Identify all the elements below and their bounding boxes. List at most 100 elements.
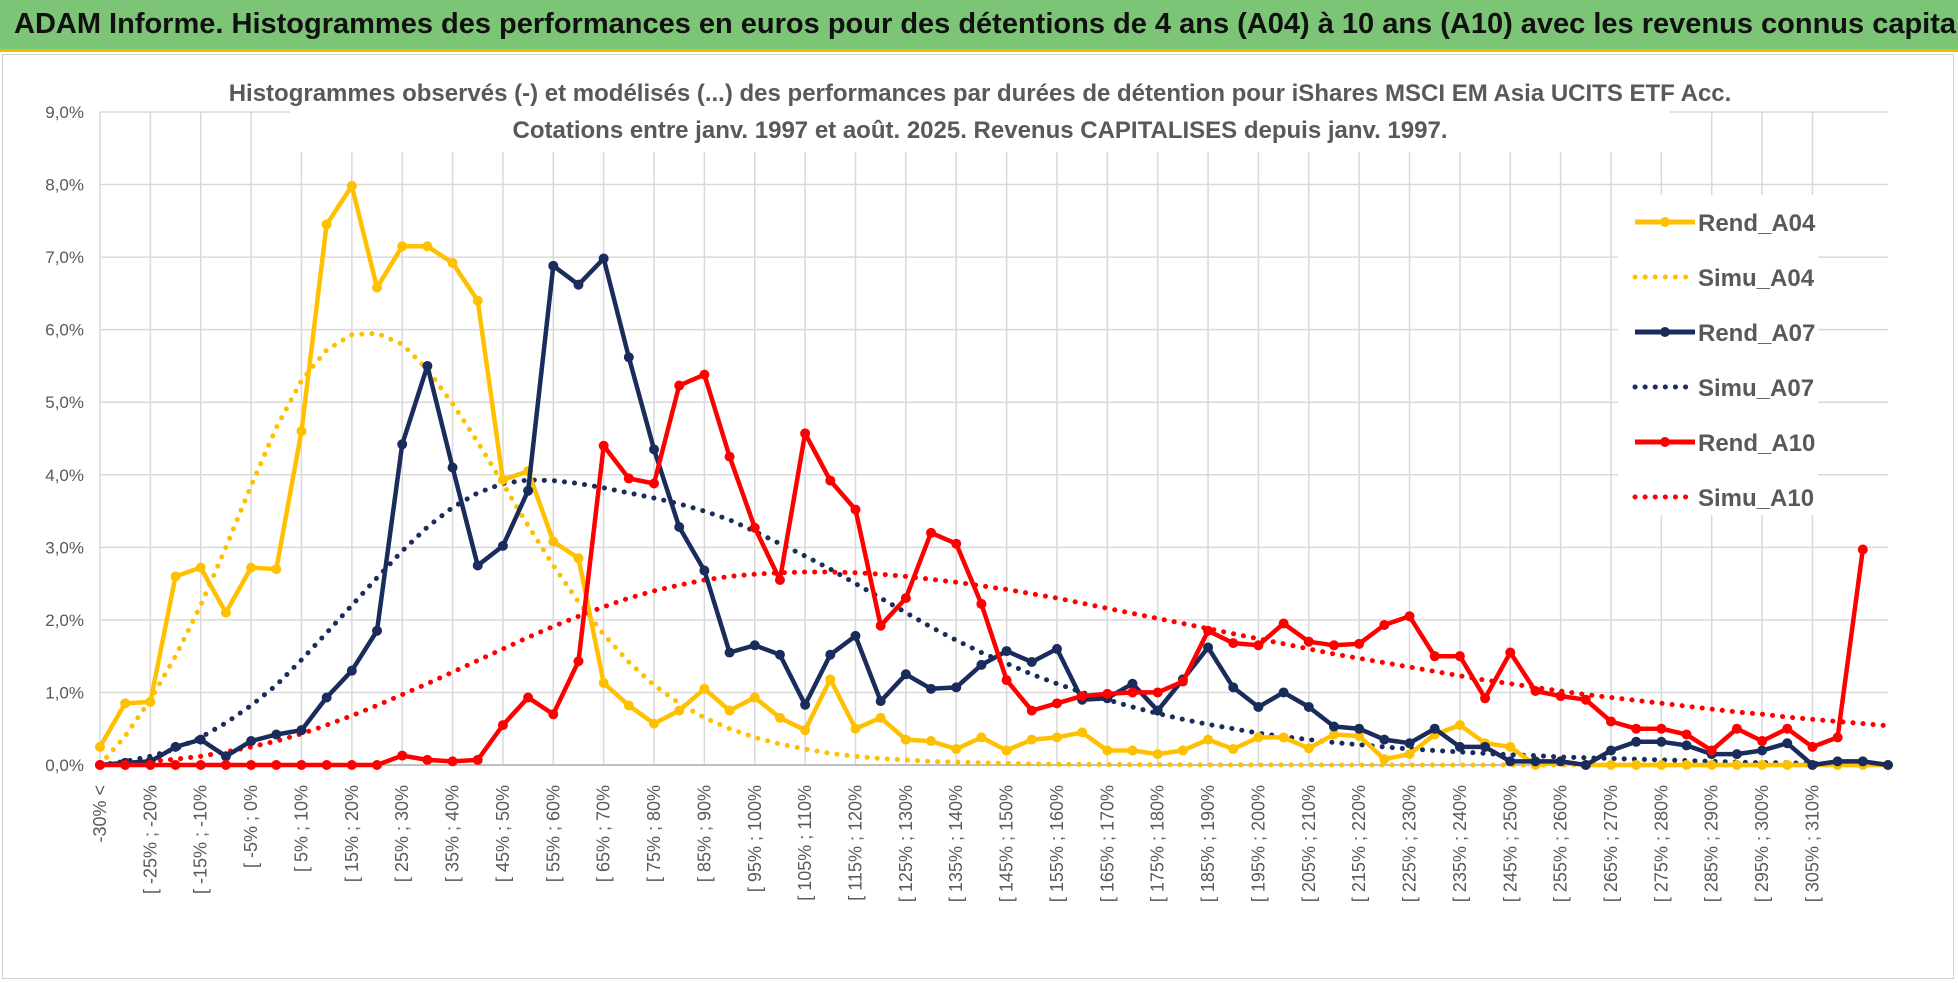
data-point (926, 527, 937, 538)
data-point (447, 462, 458, 473)
data-point (220, 751, 231, 762)
data-point (195, 760, 206, 770)
data-point (926, 736, 937, 747)
data-point (1480, 741, 1491, 752)
data-point (825, 475, 836, 486)
legend-label: Rend_A07 (1698, 320, 1815, 347)
data-point (1580, 694, 1591, 705)
x-tick-label: [ 105% ; 110% (795, 785, 815, 901)
data-point (951, 538, 962, 549)
data-point (1303, 636, 1314, 647)
x-tick-label: [ 65% ; 70% (594, 785, 614, 882)
data-point (1883, 760, 1893, 770)
legend: Rend_A04 Simu_A04 Rend_A07 Simu_A07 Rend_A10… (1632, 210, 1816, 512)
data-point (1631, 760, 1642, 770)
legend-background (1618, 195, 1818, 515)
data-point (976, 598, 987, 609)
data-point (321, 692, 332, 703)
data-point (1757, 736, 1768, 747)
data-point (1681, 760, 1692, 770)
data-point (1656, 723, 1667, 734)
data-point (699, 565, 710, 576)
data-point (1051, 643, 1062, 654)
series-line-simu-a07 (97, 477, 1891, 768)
y-tick-label: 7,0% (45, 248, 84, 267)
data-point (1177, 745, 1188, 756)
chart-title-background (290, 72, 1670, 152)
data-point (523, 692, 534, 703)
data-point (900, 593, 911, 604)
series-line-rend-a10 (100, 372, 1866, 768)
legend-label: Simu_A10 (1698, 485, 1814, 512)
legend-label: Simu_A07 (1698, 375, 1814, 402)
data-point (346, 665, 357, 676)
x-tick-label: [ 205% ; 210% (1299, 785, 1319, 902)
data-point (1228, 744, 1239, 755)
data-point (346, 760, 357, 770)
data-point (1530, 756, 1541, 767)
x-tick-label: [ 225% ; 230% (1400, 785, 1420, 902)
data-point (1127, 678, 1138, 689)
x-tick-label: [ -25% ; -20% (140, 785, 160, 894)
data-point (95, 760, 105, 770)
data-point (1253, 732, 1264, 743)
y-tick-label: 6,0% (45, 321, 84, 340)
x-tick-label: [ 75% ; 80% (644, 785, 664, 882)
data-point (1379, 619, 1390, 630)
data-point (1051, 732, 1062, 743)
x-tick-label: [ 35% ; 40% (443, 785, 463, 882)
x-tick-label: [ 285% ; 290% (1702, 785, 1722, 902)
legend-label: Simu_A04 (1698, 265, 1815, 292)
data-point (774, 649, 785, 660)
data-point (1631, 736, 1642, 747)
x-tick-label: [ -15% ; -10% (191, 785, 211, 894)
data-point (1631, 723, 1642, 734)
data-point (1328, 729, 1339, 740)
series-line-simu-a10 (97, 569, 1891, 768)
data-point (422, 360, 433, 371)
data-point (875, 620, 886, 631)
data-point (296, 760, 307, 770)
x-tick-label: [ 185% ; 190% (1198, 785, 1218, 902)
data-point (1051, 698, 1062, 709)
data-point (850, 504, 861, 515)
banner-title: ADAM Informe. Histogrammes des performan… (14, 8, 1958, 40)
data-point (1605, 716, 1616, 727)
data-point (195, 562, 206, 573)
data-point (976, 732, 987, 743)
data-point (573, 279, 584, 290)
data-point (1354, 638, 1365, 649)
data-point (447, 257, 458, 268)
data-point (95, 741, 105, 752)
data-point (1807, 760, 1818, 770)
data-point (825, 649, 836, 660)
data-point (1605, 760, 1616, 770)
data-point (1354, 723, 1365, 734)
y-tick-label: 1,0% (45, 683, 84, 702)
data-point (246, 562, 257, 573)
data-point (674, 705, 685, 716)
data-point (1253, 640, 1264, 651)
data-point (724, 451, 735, 462)
data-point (1782, 760, 1793, 770)
x-tick-label: [ 165% ; 170% (1097, 785, 1117, 902)
data-point (573, 553, 584, 564)
x-tick-label: [ 55% ; 60% (543, 785, 563, 882)
data-point (472, 560, 483, 571)
data-point (825, 674, 836, 685)
data-point (1580, 760, 1591, 770)
data-point (1605, 745, 1616, 756)
data-point (724, 705, 735, 716)
x-tick-label: [ 265% ; 270% (1601, 785, 1621, 902)
chart-title: Histogrammes observés (-) et modélisés (… (229, 80, 1732, 107)
data-point (1328, 721, 1339, 732)
data-point (951, 682, 962, 693)
data-point (1454, 741, 1465, 752)
data-point (1480, 693, 1491, 704)
x-tick-label: [ 235% ; 240% (1450, 785, 1470, 902)
x-tick-label: [ 245% ; 250% (1500, 785, 1520, 902)
data-point (1731, 760, 1742, 770)
data-point (321, 760, 332, 770)
data-point (1782, 723, 1793, 734)
data-point (900, 734, 911, 745)
